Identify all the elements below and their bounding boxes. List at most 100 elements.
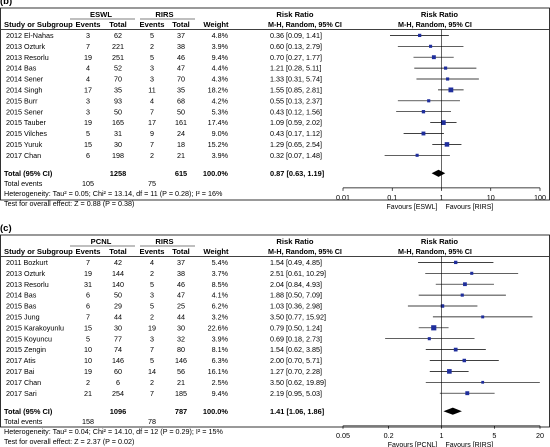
forest-panel-1: (b) ESWL RIRS Risk Ratio Risk Ratio Study or … — [0, 0, 550, 211]
study-weight: 22.6% — [208, 323, 229, 332]
events-group-1: 7 — [86, 313, 90, 322]
total-group-2: 161 — [175, 118, 187, 127]
study-weight: 3.7% — [212, 269, 229, 278]
events-group-1: 6 — [86, 151, 90, 160]
total-group-1: 77 — [114, 334, 122, 343]
events-group-2: 4 — [150, 96, 154, 105]
study-marker — [440, 304, 445, 308]
study-marker — [427, 99, 431, 103]
total-group-1: 60 — [114, 367, 122, 376]
total-group-1: 30 — [114, 140, 122, 149]
study-row: 2014 Singh 17 35 11 35 18.2% 1.55 [0.85, 2.81] — [6, 86, 464, 95]
total-group-1: 93 — [114, 96, 122, 105]
total-risk-ratio-text: 1.41 [1.06, 1.86] — [270, 407, 325, 416]
x-axis-tick-label: 0.2 — [384, 431, 394, 440]
study-risk-ratio-text: 2.04 [0.84, 4.93] — [270, 280, 322, 289]
total-label: Total (95% CI) — [4, 407, 53, 416]
study-weight: 15.2% — [208, 140, 229, 149]
total-weight: 100.0% — [203, 169, 228, 178]
events-group-1: 5 — [86, 129, 90, 138]
total-group-2: 44 — [177, 313, 185, 322]
events-group-2: 2 — [150, 269, 154, 278]
total-n-group-2: 615 — [175, 169, 187, 178]
x-axis-tick-label: 5 — [492, 431, 496, 440]
panel-label: (c) — [0, 223, 12, 234]
heterogeneity-text: Heterogeneity: Tau² = 0.04; Chi² = 14.10… — [4, 427, 223, 436]
study-weight: 3.9% — [212, 334, 229, 343]
total-group-2: 30 — [177, 323, 185, 332]
total-group-1: 50 — [114, 291, 122, 300]
study-name: 2012 El-Nahas — [6, 31, 54, 40]
events-group-2: 9 — [150, 129, 154, 138]
total-n-group-1: 1096 — [110, 407, 126, 416]
study-risk-ratio-text: 0.69 [0.18, 2.73] — [270, 334, 322, 343]
study-risk-ratio-text: 1.55 [0.85, 2.81] — [270, 86, 322, 95]
events-group-2: 3 — [150, 334, 154, 343]
total-risk-ratio-text: 0.87 [0.63, 1.19] — [270, 169, 325, 178]
study-risk-ratio-text: 1.54 [0.49, 4.85] — [270, 258, 322, 267]
study-weight: 3.2% — [212, 313, 229, 322]
overall-effect-text: Test for overall effect: Z = 0.88 (P = 0… — [4, 199, 134, 208]
study-row: 2017 Sari 21 254 7 185 9.4% 2.19 [0.95, 5.03] — [6, 389, 495, 398]
events-group-2: 7 — [150, 107, 154, 116]
study-marker — [460, 293, 464, 297]
study-name: 2013 Resorlu — [6, 53, 49, 62]
x-axis-tick-label: 1 — [440, 193, 444, 202]
total-group-2: 24 — [177, 129, 185, 138]
events-group-1: 4 — [86, 75, 90, 84]
study-risk-ratio-text: 1.33 [0.31, 5.74] — [270, 75, 322, 84]
study-weight: 8.1% — [212, 345, 229, 354]
study-name: 2013 Ozturk — [6, 269, 46, 278]
study-row: 2014 Bas 4 52 3 47 4.4% 1.21 [0.28, 5.11] — [6, 64, 477, 73]
ratio-subheader-2: M-H, Random, 95% CI — [398, 247, 472, 256]
study-row: 2011 Bozkurt 7 42 4 37 5.4% 1.54 [0.49, 4.85] — [6, 258, 494, 267]
total-group-2: 47 — [177, 64, 185, 73]
study-name: 2015 Bas — [6, 302, 37, 311]
heterogeneity-text: Heterogeneity: Tau² = 0.05; Chi² = 13.14… — [4, 189, 223, 198]
events-group-1: 6 — [86, 291, 90, 300]
events-group-2: 19 — [148, 323, 156, 332]
total-group-2: 38 — [177, 269, 185, 278]
study-risk-ratio-text: 1.29 [0.65, 2.54] — [270, 140, 322, 149]
study-risk-ratio-text: 0.32 [0.07, 1.48] — [270, 151, 322, 160]
study-weight: 4.2% — [212, 96, 229, 105]
events-group-2: 2 — [150, 378, 154, 387]
events-group-1: 3 — [86, 107, 90, 116]
total-group-1: 251 — [112, 53, 124, 62]
study-weight: 8.5% — [212, 280, 229, 289]
study-marker — [443, 66, 448, 70]
study-risk-ratio-text: 2.51 [0.61, 10.29] — [270, 269, 326, 278]
study-row: 2015 Vilches 5 31 9 24 9.0% 0.43 [0.17, 1.12] — [6, 129, 444, 138]
col-header-events-1: Events — [76, 20, 101, 29]
study-row: 2015 Tauber 19 165 17 161 17.4% 1.09 [0.59, 2.… — [6, 118, 457, 127]
total-weight: 100.0% — [203, 407, 228, 416]
events-group-1: 4 — [86, 64, 90, 73]
total-group-2: 35 — [177, 86, 185, 95]
events-group-2: 11 — [148, 86, 155, 95]
total-group-2: 18 — [177, 140, 185, 149]
events-group-1: 19 — [84, 53, 92, 62]
study-name: 2017 Sari — [6, 389, 37, 398]
study-row: 2017 Chan 2 6 2 21 2.5% 3.50 [0.62, 19.89] — [6, 378, 540, 387]
panel-label: (b) — [0, 0, 12, 7]
study-name: 2014 Singh — [6, 86, 42, 95]
ratio-subheader-1: M-H, Random, 95% CI — [268, 20, 342, 29]
study-marker — [421, 110, 426, 114]
study-name: 2017 Chan — [6, 151, 41, 160]
study-weight: 16.1% — [208, 367, 229, 376]
col-header-events-2: Events — [140, 247, 165, 256]
total-group-2: 21 — [177, 151, 185, 160]
events-group-1: 19 — [84, 269, 92, 278]
x-axis-tick-label: 0.05 — [336, 431, 350, 440]
study-risk-ratio-text: 0.79 [0.50, 1.24] — [270, 323, 322, 332]
events-group-2: 17 — [148, 118, 156, 127]
col-header-study: Study or Subgroup — [4, 20, 73, 29]
ratio-header-1: Risk Ratio — [276, 237, 313, 246]
study-marker — [427, 337, 431, 341]
total-group-1: 31 — [114, 129, 122, 138]
total-group-2: 32 — [177, 334, 185, 343]
study-marker — [453, 347, 458, 352]
total-group-2: 37 — [177, 31, 185, 40]
events-group-2: 5 — [150, 356, 154, 365]
total-group-2: 47 — [177, 291, 185, 300]
